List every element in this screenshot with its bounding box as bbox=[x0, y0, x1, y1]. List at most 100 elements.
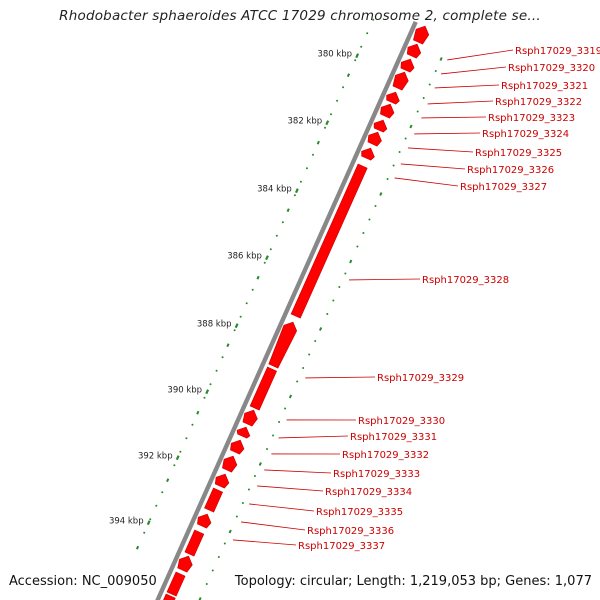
track-dash bbox=[346, 73, 351, 78]
gene-feature bbox=[214, 473, 230, 489]
inner-track-dot bbox=[326, 312, 329, 315]
kbp-tick-mark bbox=[325, 120, 330, 126]
label-leader-line bbox=[249, 503, 315, 512]
track-dot bbox=[354, 59, 357, 62]
inner-track-dot bbox=[296, 380, 299, 383]
inner-track-dot bbox=[308, 353, 311, 356]
inner-dotted-track bbox=[198, 57, 443, 600]
track-dot bbox=[179, 450, 182, 453]
inner-track-dot bbox=[404, 137, 407, 140]
inner-track-dot bbox=[235, 515, 238, 518]
track-dot bbox=[299, 180, 302, 183]
gene-label: Rsph17029_3329 bbox=[377, 373, 464, 384]
inner-track-dot bbox=[374, 204, 377, 207]
gene-label: Rsph17029_3322 bbox=[495, 97, 582, 108]
gene-feature bbox=[242, 409, 258, 427]
gene-feature bbox=[268, 321, 298, 369]
inner-track-dot bbox=[241, 501, 244, 504]
inner-track-dot bbox=[272, 434, 275, 437]
gene-label: Rsph17029_3326 bbox=[467, 165, 554, 176]
track-dot bbox=[305, 167, 308, 170]
inner-track-dot bbox=[422, 96, 425, 99]
gene-feature bbox=[249, 366, 277, 411]
inner-track-dot bbox=[332, 299, 335, 302]
inner-track-dot bbox=[344, 272, 347, 275]
track-dot bbox=[360, 45, 363, 48]
kbp-tick-label: 390 kbp bbox=[167, 386, 202, 396]
inner-track-dot bbox=[205, 582, 208, 585]
map-title: Rhodobacter sphaeroides ATCC 17029 chrom… bbox=[59, 8, 541, 24]
track-dash bbox=[135, 545, 140, 550]
inner-track-dot bbox=[211, 569, 214, 572]
gene-feature bbox=[184, 529, 205, 557]
inner-track-dot bbox=[386, 177, 389, 180]
label-leader-line bbox=[407, 147, 474, 153]
gene-feature bbox=[163, 593, 176, 600]
gene-label: Rsph17029_3327 bbox=[460, 182, 547, 193]
kbp-tick-mark bbox=[205, 389, 210, 395]
track-dot bbox=[191, 423, 194, 426]
backbone-line bbox=[155, 20, 419, 600]
inner-track-dot bbox=[247, 488, 250, 491]
label-leader-line bbox=[232, 539, 297, 546]
kbp-tick-label: 386 kbp bbox=[227, 252, 262, 262]
gene-label: Rsph17029_3333 bbox=[333, 469, 420, 480]
label-leader-line bbox=[421, 116, 487, 119]
track-dash bbox=[316, 140, 320, 145]
gene-label: Rsph17029_3319 bbox=[515, 46, 600, 57]
track-dot bbox=[372, 18, 375, 21]
kbp-tick-label: 392 kbp bbox=[138, 452, 173, 462]
gene-feature bbox=[177, 555, 193, 573]
inner-track-dot bbox=[392, 164, 395, 167]
inner-track-dash bbox=[258, 462, 262, 466]
kbp-tick-label: 388 kbp bbox=[197, 320, 232, 330]
gene-label: Rsph17029_3337 bbox=[298, 541, 385, 552]
inner-track-dot bbox=[434, 69, 437, 72]
inner-track-dot bbox=[398, 150, 401, 153]
backbone-arc bbox=[155, 20, 419, 600]
track-dot bbox=[161, 491, 164, 494]
track-dash bbox=[226, 343, 230, 348]
inner-track-dot bbox=[416, 110, 419, 113]
track-dot bbox=[269, 248, 272, 251]
inner-track-dot bbox=[314, 339, 317, 342]
track-dot bbox=[173, 464, 176, 467]
label-leader-line bbox=[349, 278, 421, 281]
inner-track-dot bbox=[338, 285, 341, 288]
track-dash bbox=[286, 208, 290, 213]
kbp-ticks: 380 kbp 382 kbp 384 kbp 386 kbp 388 kbp 390 k… bbox=[109, 50, 360, 527]
track-dash bbox=[166, 478, 170, 483]
inner-track-dash bbox=[228, 529, 232, 534]
kbp-tick-label: 380 kbp bbox=[317, 50, 352, 60]
gene-feature bbox=[361, 147, 375, 161]
kbp-tick-mark bbox=[175, 455, 180, 461]
track-dot bbox=[275, 234, 278, 237]
track-dot bbox=[149, 518, 152, 521]
track-dot bbox=[233, 329, 236, 332]
gene-feature bbox=[290, 163, 368, 319]
gene-feature bbox=[406, 43, 422, 59]
inner-track-dot bbox=[284, 407, 287, 410]
track-dot bbox=[281, 221, 284, 224]
gene-label: Rsph17029_3336 bbox=[307, 526, 394, 537]
inner-track-dash bbox=[349, 259, 353, 264]
gene-label: Rsph17029_3335 bbox=[316, 507, 403, 518]
gene-feature bbox=[386, 91, 400, 105]
inner-track-dot bbox=[362, 231, 365, 234]
gene-feature bbox=[222, 455, 238, 473]
inner-track-dot bbox=[356, 245, 359, 248]
gene-feature bbox=[197, 513, 212, 529]
track-dot bbox=[209, 383, 212, 386]
track-dot bbox=[203, 396, 206, 399]
kbp-tick-mark bbox=[146, 520, 151, 526]
gene-label: Rsph17029_3324 bbox=[482, 129, 569, 140]
gene-feature bbox=[392, 71, 409, 91]
track-dot bbox=[324, 126, 327, 129]
track-dot bbox=[366, 32, 369, 35]
label-leader-line bbox=[305, 376, 376, 379]
kbp-tick-mark bbox=[234, 323, 239, 329]
label-leader-line bbox=[264, 469, 332, 474]
track-dash bbox=[196, 410, 200, 415]
